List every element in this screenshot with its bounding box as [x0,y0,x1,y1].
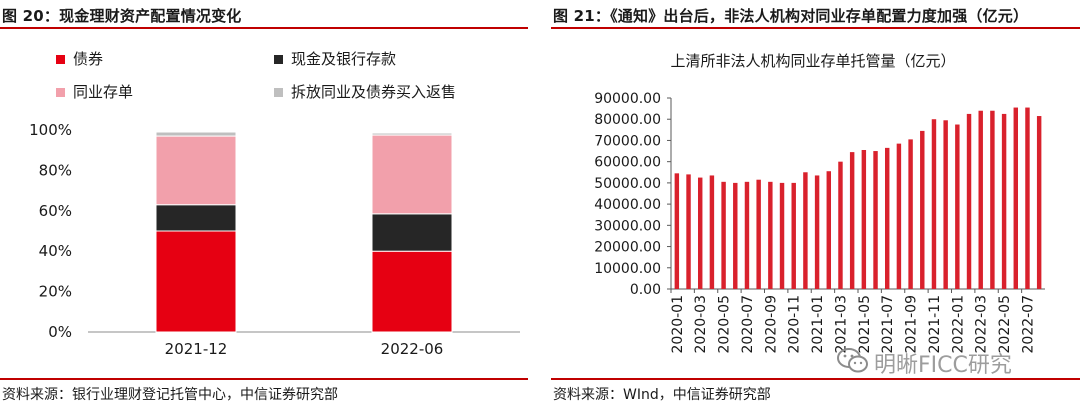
y-tick-label: 30000.00 [594,218,661,234]
y-tick-label: 90000.00 [594,91,661,107]
x-tick-label: 2021-09 [904,295,920,354]
bar [686,174,691,289]
right-source-note: 资料来源：WInd，中信证券研究部 [553,387,771,403]
right-figure-panel: 图 21：《通知》出台后，非法人机构对同业存单配置力度加强（亿元） 上清所非法人… [551,0,1080,409]
bar [756,179,761,289]
legend-label: 债券 [73,50,103,68]
y-tick-label: 60% [39,202,72,220]
bar [814,175,820,289]
x-tick-label: 2020-05 [717,295,733,354]
left-figure-title: 图 20：现金理财资产配置情况变化 [2,7,242,25]
bar-segment [155,204,237,232]
legend-label: 拆放同业及债券买入返售 [291,83,456,101]
y-tick-label: 40% [39,242,72,260]
left-bottom-rule [0,378,528,380]
watermark-text: 明晰FICC研究 [874,353,1012,378]
legend-label: 同业存单 [73,83,133,101]
bar-segment [155,131,237,137]
x-tick-label: 2020-01 [670,295,686,354]
bar [697,177,703,289]
left-figure-panel: 图 20：现金理财资产配置情况变化 债券 现金及银行存款同业存单 拆放同业及债券买入… [0,0,530,409]
bar [966,113,972,290]
bar [955,124,960,290]
chart-title: 上清所非法人机构同业存单托管量（亿元） [670,52,955,70]
bar-segment [371,250,453,333]
bar [1025,107,1030,289]
legend-swatch [274,55,283,64]
legend-swatch [56,55,65,64]
x-tick-label: 2022-06 [381,340,444,358]
bar [873,151,878,289]
x-tick-label: 2020-07 [740,295,756,354]
right-top-rule [551,27,1080,29]
y-tick-label: 70000.00 [594,133,661,149]
y-tick-label: 80000.00 [594,112,661,128]
bar [791,182,796,289]
bar [1001,113,1007,290]
bar [779,182,785,289]
legend-swatch [56,88,65,97]
left-top-rule [0,27,528,29]
bar [849,152,855,289]
wechat-icon [837,348,868,373]
bar [674,173,680,289]
bar [744,181,750,289]
bar [861,149,867,289]
bar [931,119,937,289]
x-tick-label: 2021-01 [810,295,826,354]
bar-segment [371,134,453,215]
legend-label: 现金及银行存款 [291,50,396,68]
x-tick-label: 2022-01 [950,295,966,354]
y-tick-label: 10000.00 [594,261,661,277]
bar [896,143,902,289]
right-bottom-rule [551,378,1080,380]
legend-swatch [274,88,283,97]
bar [709,175,715,289]
bar-segment [155,230,237,333]
y-tick-label: 80% [39,161,72,179]
x-tick-label: 2022-05 [997,295,1013,354]
bar [768,181,773,289]
y-tick-label: 40000.00 [594,197,661,213]
bar [990,110,995,289]
x-tick-label: 2021-12 [165,340,228,358]
bar-segment [371,132,453,136]
y-tick-label: 60000.00 [594,155,661,171]
bar [943,120,948,290]
x-tick-label: 2022-03 [974,295,990,354]
bar [1036,116,1042,290]
y-tick-label: 20000.00 [594,240,661,256]
bar-segment [371,213,453,252]
bar [1013,107,1019,289]
bar [826,171,832,289]
x-tick-label: 2020-11 [787,295,803,354]
x-tick-label: 2022-07 [1020,295,1036,354]
bar [803,172,808,289]
bar [838,161,843,289]
x-tick-label: 2020-09 [763,295,779,354]
bar-segment [155,135,237,206]
bar [721,181,726,289]
x-tick-label: 2020-03 [693,295,709,354]
y-tick-label: 20% [39,283,72,301]
bar [908,139,913,289]
x-tick-label: 2021-03 [833,295,849,354]
bar [733,182,738,289]
x-tick-label: 2021-07 [880,295,896,354]
y-tick-label: 50000.00 [594,176,661,192]
bar [978,110,983,289]
y-tick-label: 100% [29,121,72,139]
watermark: 明晰FICC研究 [836,343,1076,379]
custody-bar-chart: 上清所非法人机构同业存单托管量（亿元） 0.00 10000.00 20000.00 3… [594,52,1045,354]
right-figure-title: 图 21：《通知》出台后，非法人机构对同业存单配置力度加强（亿元） [553,7,1029,25]
x-tick-label: 2021-11 [927,295,943,354]
y-tick-label: 0.00 [630,282,661,298]
y-tick-label: 0% [48,323,72,341]
bar [920,130,925,289]
left-source-note: 资料来源：银行业理财登记托管中心，中信证券研究部 [2,387,338,403]
bar [884,147,890,289]
x-tick-label: 2021-05 [857,295,873,354]
